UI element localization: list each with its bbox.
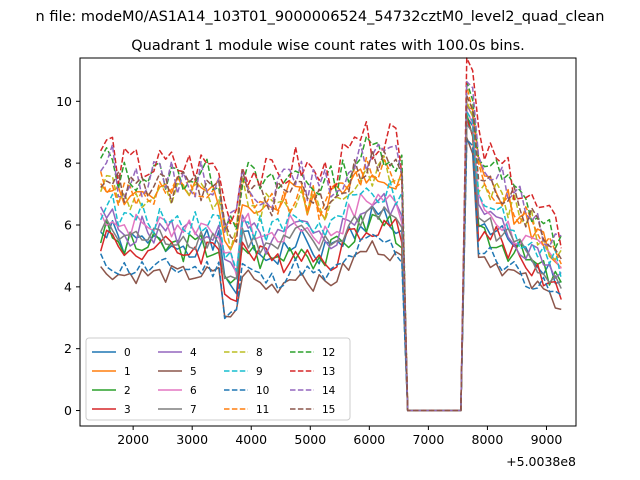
legend-label-1: 1 (124, 366, 131, 378)
legend-label-5: 5 (190, 366, 197, 378)
series-line-7 (99, 123, 562, 412)
series-layer (99, 57, 562, 412)
y-tick-label: 6 (64, 217, 72, 232)
series-line-13 (100, 57, 562, 412)
x-tick-label: 2000 (117, 432, 149, 447)
legend-label-11: 11 (256, 404, 269, 416)
y-tick-label: 8 (64, 156, 72, 171)
legend-label-13: 13 (322, 366, 335, 378)
y-axis-ticks: 0 2 4 6 8 10 (56, 94, 80, 418)
legend-label-9: 9 (256, 366, 263, 378)
series-line-10 (99, 138, 562, 412)
legend-label-4: 4 (190, 347, 197, 359)
series-line-2 (99, 113, 562, 412)
legend-label-10: 10 (256, 385, 269, 397)
legend-label-12: 12 (322, 347, 335, 359)
x-tick-label: 9000 (531, 432, 563, 447)
x-tick-label: 5000 (294, 432, 326, 447)
figure-suptitle: n file: modeM0/AS1A14_103T01_9000006524_… (36, 9, 605, 25)
series-line-14 (100, 80, 562, 412)
legend-label-0: 0 (124, 347, 131, 359)
x-tick-label: 8000 (472, 432, 504, 447)
x-tick-label: 3000 (176, 432, 208, 447)
y-tick-label: 10 (56, 94, 72, 109)
y-tick-label: 2 (64, 341, 72, 356)
x-axis-ticks: 2000 3000 4000 5000 6000 7000 8000 9000 (117, 426, 562, 447)
legend-label-6: 6 (190, 385, 197, 397)
legend-label-14: 14 (322, 385, 336, 397)
x-tick-label: 6000 (353, 432, 385, 447)
axes-frame (79, 57, 577, 427)
series-line-6 (99, 109, 562, 412)
legend-label-8: 8 (256, 347, 263, 359)
series-line-9 (99, 111, 562, 412)
series-line-12 (100, 80, 562, 412)
x-tick-label: 7000 (412, 432, 444, 447)
legend-label-7: 7 (190, 404, 197, 416)
y-tick-label: 0 (64, 403, 72, 418)
legend-box (85, 337, 351, 421)
x-tick-label: 4000 (235, 432, 267, 447)
x-axis-offset-label: +5.0038e8 (506, 454, 576, 469)
series-line-15 (100, 94, 562, 412)
legend-label-15: 15 (322, 404, 335, 416)
series-line-5 (100, 136, 562, 412)
legend-label-2: 2 (124, 385, 131, 397)
chart-title: Quadrant 1 module wise count rates with … (131, 38, 525, 54)
legend-label-3: 3 (124, 404, 131, 416)
y-tick-label: 4 (64, 279, 72, 294)
